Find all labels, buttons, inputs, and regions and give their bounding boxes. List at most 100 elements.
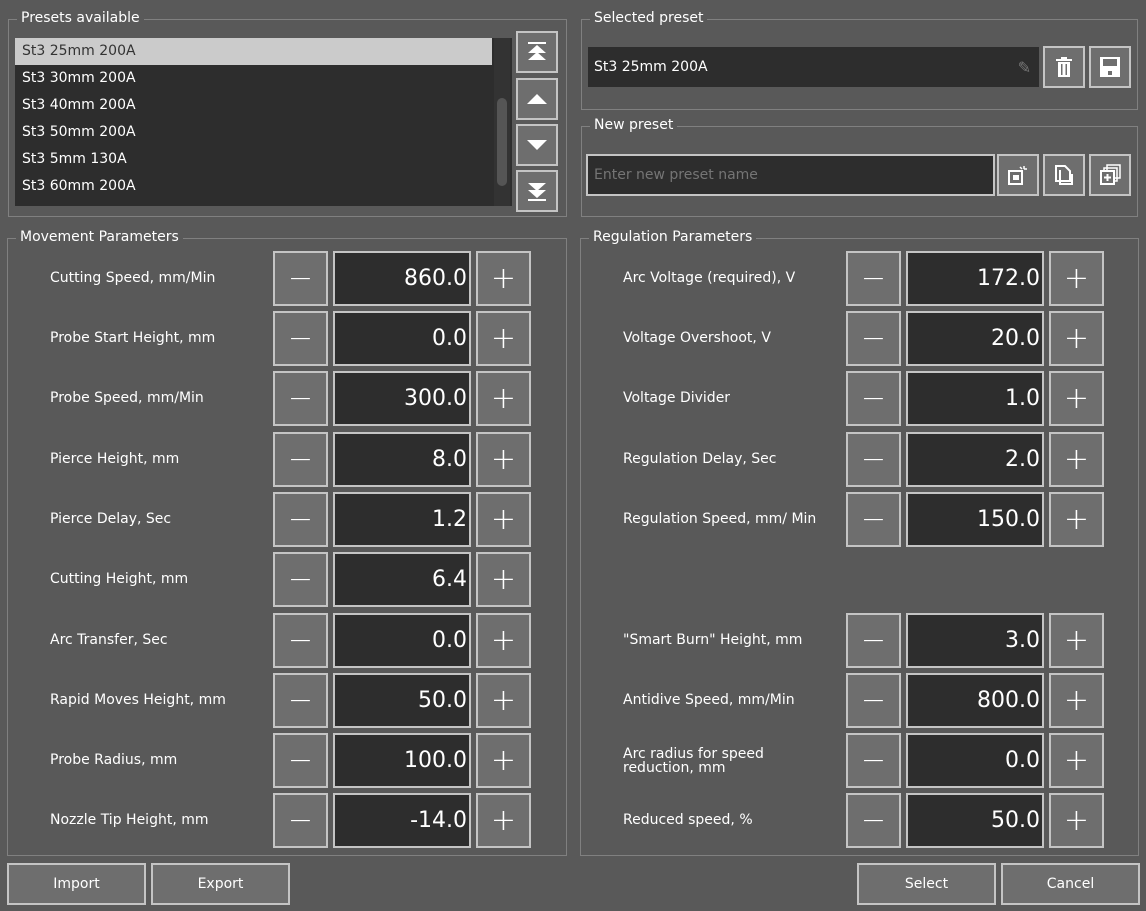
decrement-button[interactable]: − — [846, 673, 901, 728]
selected-preset-field[interactable]: St3 25mm 200A ✎ — [588, 47, 1039, 87]
decrement-button[interactable]: − — [273, 733, 328, 788]
parameter-value-field[interactable]: 860.0 — [333, 251, 471, 306]
decrement-button[interactable]: − — [273, 371, 328, 426]
increment-button[interactable]: + — [1049, 371, 1104, 426]
add-copy-icon — [1100, 164, 1121, 185]
parameter-label: Arc radius for speed reduction, mm — [623, 746, 764, 776]
decrement-button[interactable]: − — [273, 552, 328, 607]
presets-list[interactable]: St3 25mm 200A St3 30mm 200A St3 40mm 200A S… — [15, 38, 512, 206]
increment-button[interactable]: + — [1049, 492, 1104, 547]
parameter-value-field[interactable]: 100.0 — [333, 733, 471, 788]
selected-preset-group: Selected preset — [581, 10, 1138, 110]
export-button[interactable]: Export — [151, 863, 290, 905]
increment-button[interactable]: + — [476, 432, 531, 487]
parameter-value-field[interactable]: 0.0 — [906, 733, 1044, 788]
movement-parameters-title: Movement Parameters — [16, 229, 183, 245]
pencil-icon[interactable]: ✎ — [1017, 57, 1031, 77]
increment-button[interactable]: + — [1049, 733, 1104, 788]
increment-button[interactable]: + — [1049, 673, 1104, 728]
decrement-button[interactable]: − — [273, 492, 328, 547]
parameter-value-field[interactable]: 50.0 — [333, 673, 471, 728]
decrement-button[interactable]: − — [846, 432, 901, 487]
parameter-label: Antidive Speed, mm/Min — [623, 692, 795, 708]
decrement-button[interactable]: − — [273, 673, 328, 728]
parameter-value-field[interactable]: 172.0 — [906, 251, 1044, 306]
parameter-label: "Smart Burn" Height, mm — [623, 632, 803, 648]
parameter-value-field[interactable]: 6.4 — [333, 552, 471, 607]
move-top-button[interactable] — [516, 31, 558, 73]
save-preset-button[interactable] — [1089, 46, 1131, 88]
increment-button[interactable]: + — [476, 311, 531, 366]
decrement-button[interactable]: − — [846, 251, 901, 306]
move-down-button[interactable] — [516, 124, 558, 166]
decrement-button[interactable]: − — [846, 311, 901, 366]
decrement-button[interactable]: − — [846, 492, 901, 547]
parameter-label: Probe Radius, mm — [50, 752, 178, 768]
increment-button[interactable]: + — [1049, 793, 1104, 848]
parameter-value-field[interactable]: 2.0 — [906, 432, 1044, 487]
import-button[interactable]: Import — [7, 863, 146, 905]
parameter-value-field[interactable]: 0.0 — [333, 613, 471, 668]
parameter-value-field[interactable]: 50.0 — [906, 793, 1044, 848]
increment-button[interactable]: + — [476, 733, 531, 788]
increment-button[interactable]: + — [476, 371, 531, 426]
parameter-value-field[interactable]: 800.0 — [906, 673, 1044, 728]
decrement-button[interactable]: − — [846, 613, 901, 668]
parameter-value-field[interactable]: 0.0 — [333, 311, 471, 366]
increment-button[interactable]: + — [476, 492, 531, 547]
parameter-value-field[interactable]: -14.0 — [333, 793, 471, 848]
preset-list-item[interactable]: St3 50mm 200A — [22, 124, 136, 140]
parameter-label: Regulation Speed, mm/ Min — [623, 511, 817, 527]
decrement-button[interactable]: − — [846, 733, 901, 788]
preset-list-item[interactable]: St3 5mm 130A — [22, 151, 127, 167]
decrement-button[interactable]: − — [846, 793, 901, 848]
new-from-defaults-button[interactable] — [997, 154, 1039, 196]
decrement-button[interactable]: − — [846, 371, 901, 426]
increment-button[interactable]: + — [476, 673, 531, 728]
preset-list-item[interactable]: St3 30mm 200A — [22, 70, 136, 86]
regulation-parameters-group: Regulation Parameters — [580, 229, 1139, 856]
increment-button[interactable]: + — [476, 793, 531, 848]
preset-list-item[interactable]: St3 60mm 200A — [22, 178, 136, 194]
increment-button[interactable]: + — [476, 613, 531, 668]
new-preset-group: New preset — [581, 117, 1138, 217]
increment-button[interactable]: + — [1049, 251, 1104, 306]
movement-parameters-group: Movement Parameters — [7, 229, 567, 856]
new-empty-preset-button[interactable] — [1043, 154, 1085, 196]
copy-document-icon — [1055, 165, 1073, 185]
scrollbar-thumb[interactable] — [497, 98, 507, 186]
decrement-button[interactable]: − — [273, 793, 328, 848]
select-button[interactable]: Select — [857, 863, 996, 905]
preset-list-item[interactable]: St3 25mm 200A — [15, 38, 492, 65]
arrow-down-icon — [527, 140, 547, 150]
parameter-value-field[interactable]: 1.2 — [333, 492, 471, 547]
parameter-value-field[interactable]: 150.0 — [906, 492, 1044, 547]
list-scrollbar[interactable] — [494, 38, 510, 206]
decrement-button[interactable]: − — [273, 613, 328, 668]
increment-button[interactable]: + — [476, 251, 531, 306]
decrement-button[interactable]: − — [273, 432, 328, 487]
trash-icon — [1056, 57, 1072, 77]
parameter-label: Probe Speed, mm/Min — [50, 390, 204, 406]
presets-title: Presets available — [17, 10, 144, 26]
move-up-button[interactable] — [516, 78, 558, 120]
delete-preset-button[interactable] — [1043, 46, 1085, 88]
preset-list-item[interactable]: St3 40mm 200A — [22, 97, 136, 113]
new-document-sparkle-icon — [1008, 166, 1027, 185]
parameter-value-field[interactable]: 8.0 — [333, 432, 471, 487]
decrement-button[interactable]: − — [273, 251, 328, 306]
new-preset-name-input[interactable] — [586, 154, 995, 196]
move-bottom-button[interactable] — [516, 170, 558, 212]
parameter-value-field[interactable]: 300.0 — [333, 371, 471, 426]
decrement-button[interactable]: − — [273, 311, 328, 366]
parameter-value-field[interactable]: 20.0 — [906, 311, 1044, 366]
increment-button[interactable]: + — [1049, 432, 1104, 487]
parameter-value-field[interactable]: 3.0 — [906, 613, 1044, 668]
cancel-button[interactable]: Cancel — [1001, 863, 1140, 905]
increment-button[interactable]: + — [1049, 613, 1104, 668]
increment-button[interactable]: + — [476, 552, 531, 607]
parameter-value-field[interactable]: 1.0 — [906, 371, 1044, 426]
duplicate-preset-button[interactable] — [1089, 154, 1131, 196]
increment-button[interactable]: + — [1049, 311, 1104, 366]
parameter-label: Nozzle Tip Height, mm — [50, 812, 209, 828]
